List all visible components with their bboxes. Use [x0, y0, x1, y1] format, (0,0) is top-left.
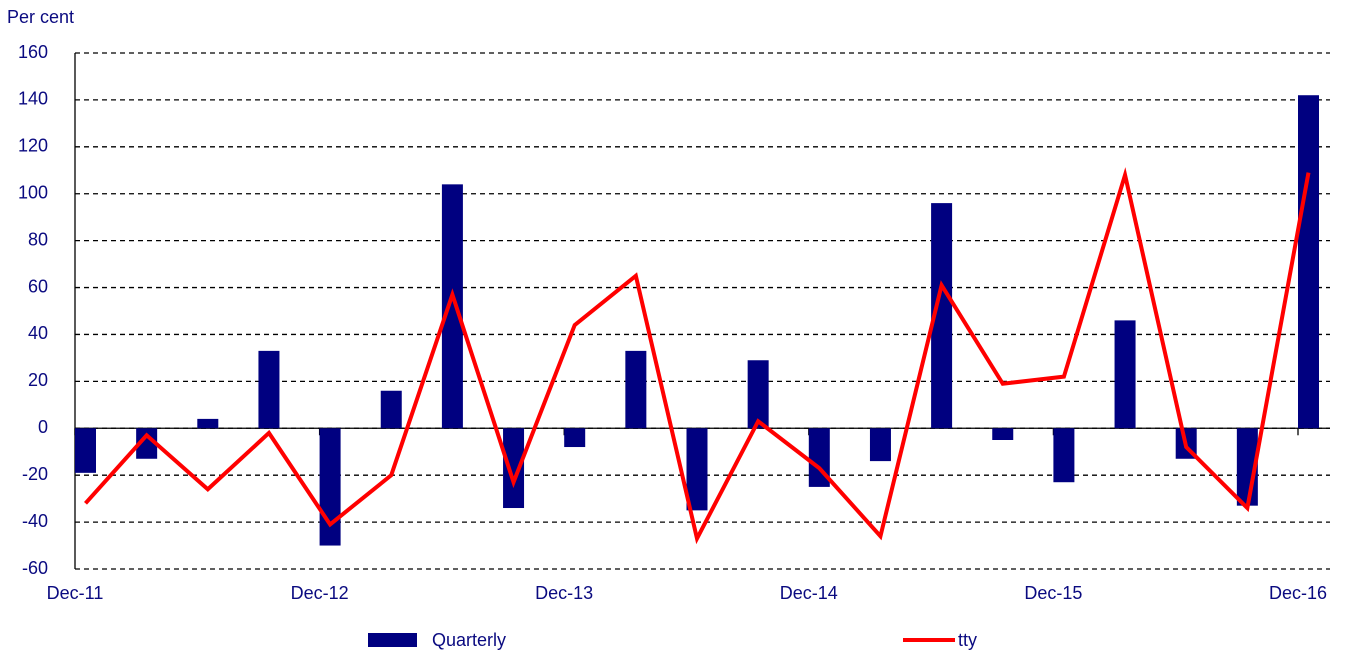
y-tick-label: 0	[38, 417, 48, 437]
bar	[992, 428, 1014, 440]
bar	[1298, 95, 1319, 429]
bar	[747, 360, 769, 429]
y-axis-label: Per cent	[7, 7, 74, 27]
bar	[625, 350, 647, 429]
y-tick-label: 40	[28, 323, 48, 343]
bar	[869, 428, 891, 462]
y-tick-label: -20	[22, 464, 48, 484]
x-tick-label: Dec-11	[47, 583, 104, 603]
bar	[441, 184, 463, 429]
bar	[1053, 428, 1075, 483]
bar	[380, 390, 402, 429]
y-tick-label: -40	[22, 511, 48, 531]
legend-label: tty	[958, 630, 977, 650]
bar	[686, 428, 708, 511]
y-tick-label: 140	[18, 89, 48, 109]
y-tick-label: 60	[28, 276, 48, 296]
bar	[1114, 320, 1136, 429]
legend-label: Quarterly	[432, 630, 506, 650]
x-tick-label: Dec-14	[780, 583, 838, 603]
bar	[197, 418, 219, 429]
x-tick-label: Dec-15	[1024, 583, 1082, 603]
bar	[136, 428, 158, 459]
bar	[503, 428, 525, 509]
bar	[75, 428, 96, 473]
legend-swatch	[368, 633, 417, 647]
x-tick-label: Dec-13	[535, 583, 593, 603]
y-tick-label: 20	[28, 370, 48, 390]
y-tick-label: -60	[22, 558, 48, 578]
line	[84, 167, 1311, 545]
bar	[258, 350, 280, 429]
x-tick-label: Dec-16	[1269, 583, 1327, 603]
bar	[931, 203, 953, 429]
y-tick-label: 120	[18, 136, 48, 156]
bar	[564, 428, 586, 448]
y-tick-label: 100	[18, 182, 48, 202]
y-tick-label: 160	[18, 42, 48, 62]
y-tick-label: 80	[28, 229, 48, 249]
x-tick-label: Dec-12	[291, 583, 349, 603]
bar	[319, 428, 341, 546]
